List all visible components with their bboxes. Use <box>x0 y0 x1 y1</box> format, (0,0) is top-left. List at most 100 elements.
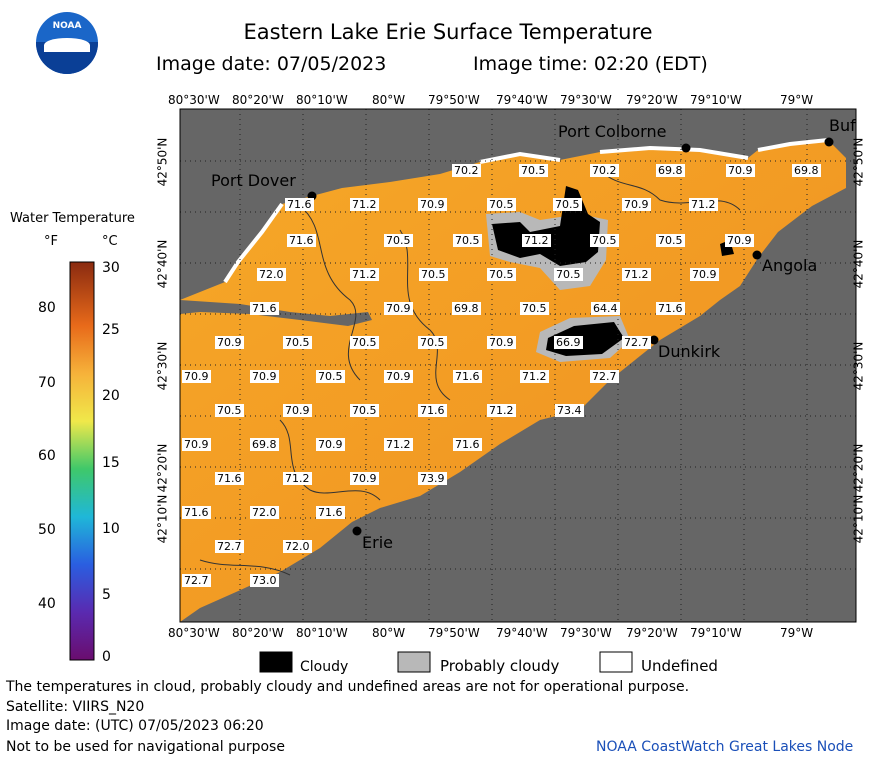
temperature-value: 71.2 <box>350 198 379 211</box>
lat-label-left: 42°20'N <box>155 443 170 493</box>
cb-f-tick: 40 <box>38 596 56 612</box>
footer-utc-date: Image date: (UTC) 07/05/2023 06:20 <box>6 718 264 734</box>
image-date: Image date: 07/05/2023 <box>156 53 387 75</box>
legend-probably-cloudy-label: Probably cloudy <box>440 657 560 675</box>
temperature-value: 71.6 <box>287 234 316 247</box>
colorbar-gradient <box>69 261 95 661</box>
temperature-value: 70.2 <box>452 164 481 177</box>
temperature-value: 70.5 <box>453 234 482 247</box>
lon-label-top: 79°10'W <box>690 93 742 107</box>
temperature-value: 70.5 <box>656 234 685 247</box>
footer-satellite: Satellite: VIIRS_N20 <box>6 699 145 715</box>
temperature-value: 70.9 <box>690 268 719 281</box>
lon-label-top: 80°10'W <box>296 93 348 107</box>
temperature-value: 70.5 <box>350 336 379 349</box>
temperature-value: 71.6 <box>182 506 211 519</box>
temperature-value: 70.5 <box>590 234 619 247</box>
lon-label-top: 79°W <box>780 93 814 107</box>
lon-label-top: 79°40'W <box>496 93 548 107</box>
cb-c-tick: 0 <box>102 649 111 665</box>
cb-f-tick: 50 <box>38 522 56 538</box>
temperature-value: 70.5 <box>519 164 548 177</box>
footer-nav-warning: Not to be used for navigational purpose <box>6 739 285 755</box>
cb-f-tick: 80 <box>38 300 56 316</box>
place-buffalo: Buf <box>829 116 856 135</box>
temperature-value: 71.2 <box>520 370 549 383</box>
lon-label-bottom: 79°50'W <box>428 626 480 640</box>
city-marker <box>824 137 834 147</box>
lat-label-left: 42°10'N <box>155 494 170 544</box>
temperature-value: 70.5 <box>283 336 312 349</box>
lat-label-right: 42°30'N <box>851 341 866 391</box>
lon-label-top: 79°50'W <box>428 93 480 107</box>
lake-water <box>180 140 846 622</box>
colorbar-title: Water Temperature <box>10 211 135 226</box>
noaa-logo-text: NOAA <box>52 21 82 31</box>
temperature-value: 71.6 <box>453 370 482 383</box>
lon-label-bottom: 79°30'W <box>560 626 612 640</box>
lat-label-right: 42°40'N <box>851 239 866 289</box>
lon-label-bottom: 79°40'W <box>496 626 548 640</box>
temperature-value: 70.9 <box>622 198 651 211</box>
cb-c-tick: 15 <box>102 455 120 471</box>
lat-label-right: 42°50'N <box>851 137 866 187</box>
map-frame <box>179 108 857 623</box>
cb-f-tick: 60 <box>38 448 56 464</box>
lon-label-top: 80°W <box>372 93 406 107</box>
temperature-value: 69.8 <box>792 164 821 177</box>
footer-credit: NOAA CoastWatch Great Lakes Node <box>596 739 854 755</box>
temperature-value: 73.9 <box>418 472 447 485</box>
place-erie: Erie <box>362 533 393 552</box>
place-angola: Angola <box>762 256 818 275</box>
cb-c-tick: 30 <box>102 260 120 276</box>
lat-label-left: 42°30'N <box>155 341 170 391</box>
lon-label-bottom: 79°10'W <box>690 626 742 640</box>
temperature-value: 71.6 <box>316 506 345 519</box>
lon-label-bottom: 79°20'W <box>626 626 678 640</box>
temperature-value: 70.9 <box>726 164 755 177</box>
lat-label-right: 42°10'N <box>851 494 866 544</box>
temperature-value: 71.6 <box>418 404 447 417</box>
city-marker <box>681 143 691 153</box>
temperature-value: 70.9 <box>384 370 413 383</box>
noaa-logo: NOAA <box>36 12 98 74</box>
temperature-value: 70.5 <box>215 404 244 417</box>
unit-f: °F <box>44 234 58 249</box>
noaa-logo-wing <box>44 38 90 52</box>
image-time: Image time: 02:20 (EDT) <box>473 53 708 75</box>
temperature-value: 70.2 <box>590 164 619 177</box>
temperature-value: 70.5 <box>520 302 549 315</box>
temperature-value: 70.9 <box>350 472 379 485</box>
temperature-value: 71.2 <box>522 234 551 247</box>
temperature-value: 71.2 <box>689 198 718 211</box>
temperature-value: 70.9 <box>725 234 754 247</box>
place-port-dover: Port Dover <box>211 171 296 190</box>
temperature-value: 72.7 <box>215 540 244 553</box>
temperature-value: 71.6 <box>453 438 482 451</box>
place-port-colborne: Port Colborne <box>558 122 667 141</box>
temperature-value: 66.9 <box>554 336 583 349</box>
place-dunkirk: Dunkirk <box>658 342 721 361</box>
temperature-value: 71.6 <box>656 302 685 315</box>
temperature-value: 71.2 <box>283 472 312 485</box>
lon-label-top: 80°30'W <box>168 93 220 107</box>
temperature-value: 73.4 <box>555 404 584 417</box>
temperature-value: 70.9 <box>215 336 244 349</box>
temperature-value: 70.9 <box>182 438 211 451</box>
temperature-value: 70.5 <box>384 234 413 247</box>
lon-label-top: 79°30'W <box>560 93 612 107</box>
cb-c-tick: 5 <box>102 587 111 603</box>
legend-cloudy-label: Cloudy <box>300 659 349 675</box>
temperature-value: 71.2 <box>622 268 651 281</box>
undefined-swatch <box>599 651 633 673</box>
lat-label-left: 42°50'N <box>155 137 170 187</box>
temperature-value: 69.8 <box>250 438 279 451</box>
temperature-value: 72.7 <box>182 574 211 587</box>
temperature-value: 70.9 <box>283 404 312 417</box>
temperature-value: 71.6 <box>215 472 244 485</box>
temperature-value: 71.6 <box>285 198 314 211</box>
temperature-value: 72.0 <box>257 268 286 281</box>
lon-label-bottom: 80°W <box>372 626 406 640</box>
temperature-value: 70.5 <box>316 370 345 383</box>
